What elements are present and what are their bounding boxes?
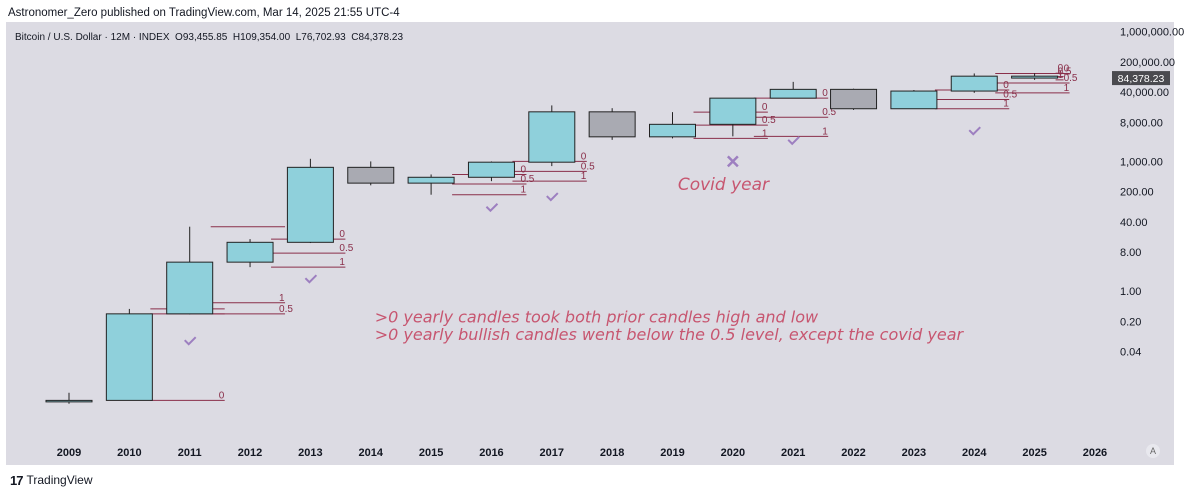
level-label: 0.5	[520, 174, 534, 185]
check-mark	[485, 203, 499, 213]
check-mark	[546, 192, 559, 202]
level-label: 0	[1058, 63, 1064, 74]
level-label: 0	[822, 88, 828, 99]
candle-body	[649, 123, 696, 138]
check-mark	[304, 274, 318, 284]
annotation-text: Covid year	[678, 175, 770, 195]
level-label: 1	[762, 128, 768, 139]
level-label: 1	[822, 126, 828, 137]
last-price-label: 84,378.23	[1118, 73, 1165, 85]
level-label: 1	[581, 171, 587, 182]
check-mark	[183, 336, 197, 346]
x-tick-label: 2014	[359, 447, 384, 459]
level-label: 0.5	[279, 304, 293, 315]
y-tick-label: 1,000,000.00	[1120, 27, 1184, 39]
level-label: 0	[1064, 63, 1070, 74]
y-tick-label: 40,000.00	[1120, 87, 1169, 99]
level-label: 0.5	[1064, 73, 1078, 84]
level-label: 1	[1058, 70, 1064, 81]
publisher-header: Astronomer_Zero published on TradingView…	[8, 7, 400, 19]
candle-body	[347, 166, 395, 184]
brand-name: TradingView	[26, 473, 93, 487]
y-tick-label: 1.00	[1120, 286, 1141, 298]
candle-body	[528, 111, 576, 163]
annotation-text: >0 yearly bullish candles went below the…	[375, 325, 965, 344]
level-label: 0	[339, 229, 345, 240]
level-label: 1	[339, 257, 345, 268]
y-tick-label: 8,000.00	[1120, 117, 1163, 129]
cross-mark	[726, 155, 739, 168]
candle-body	[588, 111, 636, 138]
level-label: 1	[1003, 99, 1009, 110]
level-label: 1	[1064, 83, 1070, 94]
candle-body	[407, 176, 455, 184]
x-tick-label: 2012	[238, 447, 262, 459]
x-tick-label: 2011	[178, 447, 202, 459]
y-tick-label: 200.00	[1120, 187, 1154, 199]
x-tick-label: 2010	[117, 447, 141, 459]
check-mark	[968, 126, 981, 136]
level-label: 0	[581, 151, 587, 162]
level-label: 0	[1003, 80, 1009, 91]
x-tick-label: 2017	[540, 447, 564, 459]
candlestick-chart: 1,000,000.00 200,000.00 40,000.00 8,000.00 1…	[45, 27, 1184, 459]
x-tick-label: 2024	[962, 447, 987, 459]
level-label: 0.5	[581, 161, 595, 172]
x-tick-label: 2009	[57, 447, 81, 459]
ohlc-values: O93,455.85 H109,354.00 L76,702.93 C84,37…	[175, 32, 404, 43]
last-price-tag	[1112, 71, 1170, 86]
level-label: 1	[520, 185, 526, 196]
candle-body	[830, 88, 878, 110]
level-label: 0	[219, 390, 225, 401]
auto-scale-button[interactable]: A	[1146, 444, 1160, 458]
tradingview-brand[interactable]: 17 TradingView	[10, 472, 93, 488]
x-tick-label: 2018	[600, 447, 624, 459]
level-label: 0.5	[339, 243, 353, 254]
level-label: 0.5	[762, 115, 776, 126]
level-label: 0	[520, 164, 526, 175]
y-tick-label: 1,000.00	[1120, 156, 1163, 168]
candle-body	[769, 88, 817, 99]
candle-body	[166, 261, 214, 315]
level-label: 0	[762, 102, 768, 113]
x-tick-label: 2026	[1083, 447, 1107, 459]
check-mark	[787, 136, 800, 146]
x-tick-label: 2016	[479, 447, 503, 459]
x-tick-label: 2021	[781, 447, 805, 459]
y-tick-label: 40.00	[1120, 217, 1148, 229]
x-tick-label: 2013	[298, 447, 322, 459]
x-tick-label: 2015	[419, 447, 443, 459]
symbol-name: Bitcoin / U.S. Dollar · 12M · INDEX	[15, 32, 170, 43]
candle-body	[286, 166, 334, 243]
level-label: 0.5	[822, 107, 836, 118]
level-label: 0.5	[1058, 67, 1072, 78]
y-tick-label: 0.20	[1120, 316, 1141, 328]
candle-body	[890, 90, 938, 110]
y-tick-label: 200,000.00	[1120, 57, 1175, 69]
level-label: 1	[279, 293, 285, 304]
level-label: 0.5	[1003, 89, 1017, 100]
y-tick-label: 0.04	[1120, 347, 1141, 359]
candle-body	[45, 399, 93, 403]
x-tick-label: 2019	[660, 447, 684, 459]
chart-area[interactable]	[6, 22, 1174, 465]
annotation-text: >0 yearly candles took both prior candle…	[375, 307, 819, 326]
candle-body	[226, 241, 274, 263]
candle-body	[1011, 75, 1059, 79]
tradingview-logo: 17	[10, 472, 24, 488]
x-tick-label: 2023	[902, 447, 926, 459]
y-tick-label: 8.00	[1120, 247, 1141, 259]
candle-body	[950, 75, 998, 92]
x-tick-label: 2020	[721, 447, 745, 459]
candle-body	[105, 313, 153, 401]
candle-body	[709, 97, 757, 125]
x-tick-label: 2025	[1022, 447, 1046, 459]
symbol-legend: Bitcoin / U.S. Dollar · 12M · INDEX O93,…	[15, 32, 403, 43]
x-tick-label: 2022	[841, 447, 865, 459]
candle-body	[467, 161, 515, 178]
